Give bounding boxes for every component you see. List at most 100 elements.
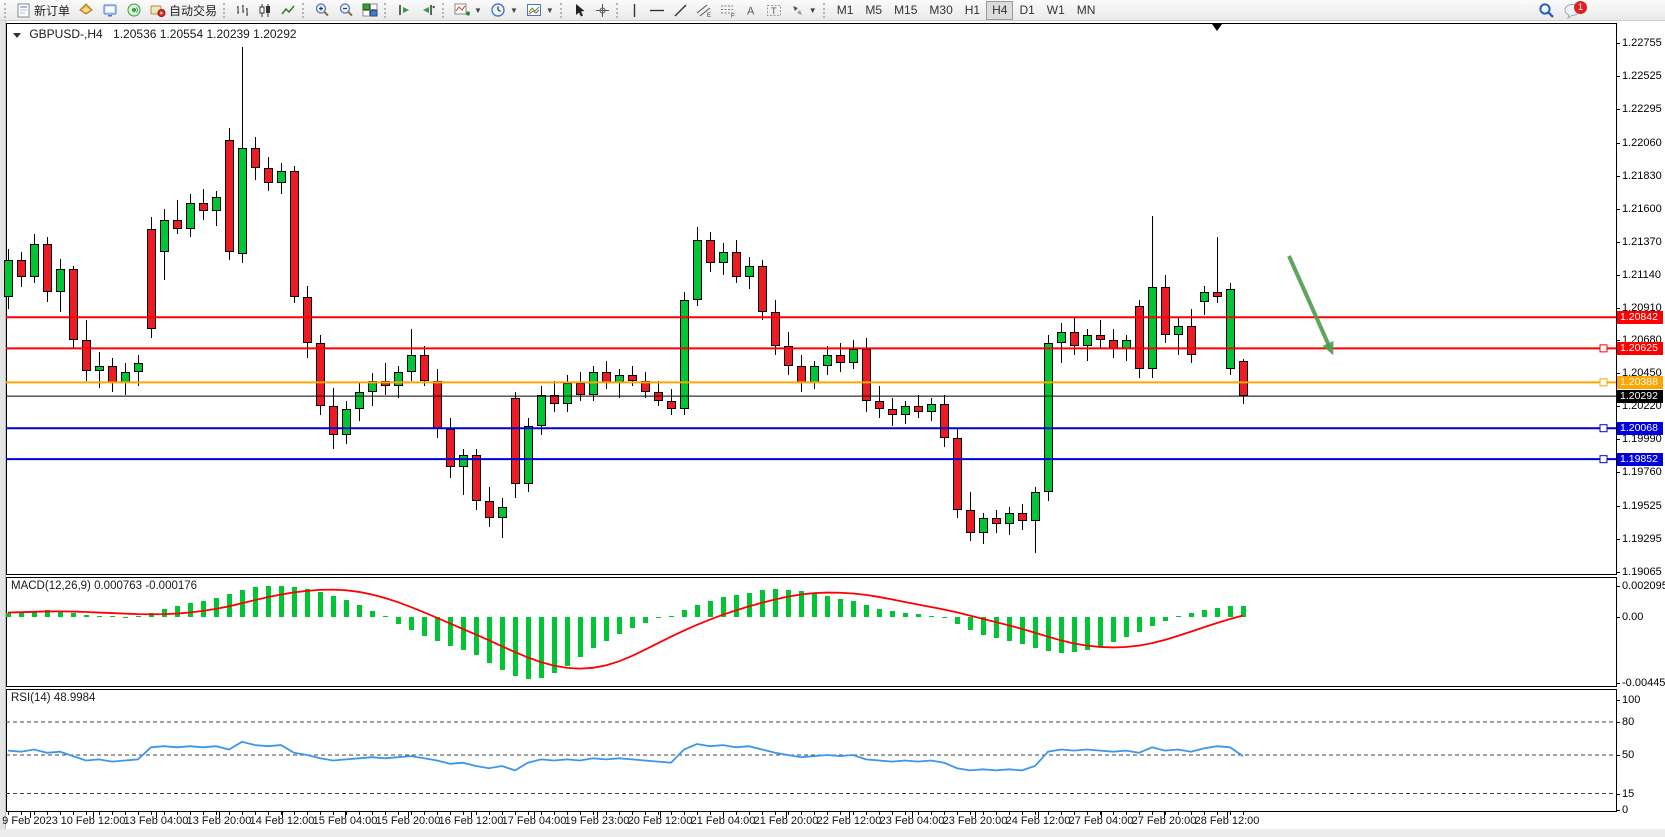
- macd-histogram-bar: [682, 610, 687, 617]
- notifications-button[interactable]: 1: [1559, 1, 1587, 20]
- time-axis-tick: [372, 812, 373, 815]
- macd-histogram-bar: [825, 595, 830, 617]
- macd-histogram-bar: [1072, 617, 1077, 652]
- zoom-out-button[interactable]: [334, 1, 358, 20]
- time-axis-tick: [8, 812, 9, 815]
- candle: [303, 297, 312, 344]
- tile-windows-button[interactable]: [358, 1, 382, 20]
- time-axis-label: 27 Feb 04:00: [1068, 815, 1134, 827]
- market-watch-button[interactable]: [74, 1, 98, 20]
- timeframe-button-m5[interactable]: M5: [859, 1, 888, 20]
- bar-chart-button[interactable]: [231, 1, 254, 20]
- timeframe-button-d1[interactable]: D1: [1013, 1, 1040, 20]
- text-label-tool-button[interactable]: T: [762, 1, 786, 20]
- chart-menu-icon[interactable]: [13, 33, 21, 38]
- terminal-button[interactable]: [98, 1, 122, 20]
- crosshair-tool-button[interactable]: [591, 1, 614, 20]
- candle: [173, 220, 182, 229]
- candle: [784, 346, 793, 367]
- text-tool-button[interactable]: A: [740, 1, 762, 20]
- time-axis-tick: [60, 812, 61, 815]
- periods-button[interactable]: ▼: [486, 1, 522, 20]
- fibonacci-tool-button[interactable]: F: [716, 1, 740, 20]
- price-chart-panel[interactable]: [6, 23, 1617, 575]
- time-axis-tick: [1022, 812, 1023, 815]
- timeframe-button-mn[interactable]: MN: [1071, 1, 1102, 20]
- candle: [264, 168, 273, 183]
- periods-clock-icon: [491, 3, 505, 17]
- candle: [1031, 492, 1040, 522]
- candle: [108, 366, 117, 384]
- text-label-icon: T: [766, 4, 781, 16]
- time-axis-tick: [853, 812, 854, 815]
- trendline-tool-button[interactable]: [669, 1, 692, 20]
- candle: [511, 397, 520, 484]
- timeframe-button-m30[interactable]: M30: [923, 1, 958, 20]
- templates-caret-icon: ▼: [545, 5, 554, 15]
- indicators-button[interactable]: ▼: [450, 1, 486, 20]
- time-axis-tick: [398, 812, 399, 815]
- price-axis-label: 1.21600: [1622, 202, 1662, 215]
- candle: [550, 394, 559, 404]
- chart-symbol-label: GBPUSD-,H4: [29, 27, 103, 41]
- signals-button[interactable]: [122, 1, 146, 20]
- time-axis-tick: [567, 812, 568, 815]
- price-line-badge: 1.19852: [1617, 452, 1663, 466]
- chart-shift-button[interactable]: [416, 1, 440, 20]
- toolbar-grip[interactable]: [4, 2, 8, 18]
- time-axis-label-tick: [660, 812, 661, 818]
- toolbar-grip[interactable]: [223, 2, 227, 18]
- cursor-tool-button[interactable]: [568, 1, 591, 20]
- new-order-label: 新订单: [34, 3, 71, 18]
- autotrading-button[interactable]: 自动交易: [146, 1, 221, 20]
- candlestick-chart-button[interactable]: [254, 1, 277, 20]
- time-axis-tick: [775, 812, 776, 815]
- time-axis-tick: [86, 812, 87, 815]
- timeframe-group: M1 M5 M15 M30 H1 H4 D1 W1 MN: [831, 0, 1102, 20]
- search-icon: [1539, 3, 1554, 18]
- vertical-line-tool-button[interactable]: [624, 1, 645, 20]
- time-axis-tick: [307, 812, 308, 815]
- auto-scroll-button[interactable]: [392, 1, 416, 20]
- price-axis-label: 1.19295: [1622, 533, 1662, 546]
- rsi-panel[interactable]: [6, 689, 1617, 812]
- candle: [1226, 288, 1235, 370]
- arrows-tool-button[interactable]: ▼: [786, 1, 821, 20]
- time-axis-label: 14 Feb 12:00: [249, 815, 315, 827]
- templates-button[interactable]: ▼: [522, 1, 558, 20]
- toolbar-grip[interactable]: [559, 2, 564, 18]
- time-axis-tick: [541, 812, 542, 815]
- timeframe-button-m1[interactable]: M1: [831, 1, 860, 20]
- candle-wick: [1061, 323, 1062, 364]
- time-axis-tick: [944, 812, 945, 815]
- new-order-icon: [17, 3, 30, 17]
- time-axis-tick: [619, 812, 620, 815]
- macd-histogram-bar: [1137, 617, 1142, 632]
- candle: [810, 366, 819, 384]
- toolb​ar-grip[interactable]: [384, 2, 388, 18]
- time-axis-tick: [1009, 812, 1010, 815]
- horizontal-line-tool-button[interactable]: [645, 1, 669, 20]
- price-axis-label: 1.22755: [1622, 37, 1662, 49]
- svg-text:A: A: [747, 5, 755, 17]
- candle: [966, 509, 975, 533]
- toolbar-grip[interactable]: [302, 2, 306, 18]
- timeframe-button-w1[interactable]: W1: [1041, 1, 1071, 20]
- toolbar-grip[interactable]: [822, 2, 827, 18]
- toolbar-grip[interactable]: [442, 2, 446, 18]
- timeframe-button-h4[interactable]: H4: [986, 0, 1014, 20]
- channel-tool-button[interactable]: E: [692, 1, 716, 20]
- periods-caret-icon: ▼: [509, 5, 518, 15]
- price-line-badge: 1.20068: [1617, 421, 1663, 435]
- time-axis-tick: [255, 812, 256, 815]
- timeframe-button-m15[interactable]: M15: [888, 1, 923, 20]
- toolbar-grip[interactable]: [615, 2, 620, 18]
- zoom-in-icon: [315, 3, 329, 17]
- timeframe-button-h1[interactable]: H1: [959, 1, 986, 20]
- time-axis-tick: [190, 812, 191, 815]
- search-button[interactable]: [1534, 1, 1559, 20]
- candle: [693, 240, 702, 301]
- zoom-in-button[interactable]: [310, 1, 334, 20]
- new-order-button[interactable]: 新订单: [12, 1, 74, 20]
- line-chart-button[interactable]: [277, 1, 300, 20]
